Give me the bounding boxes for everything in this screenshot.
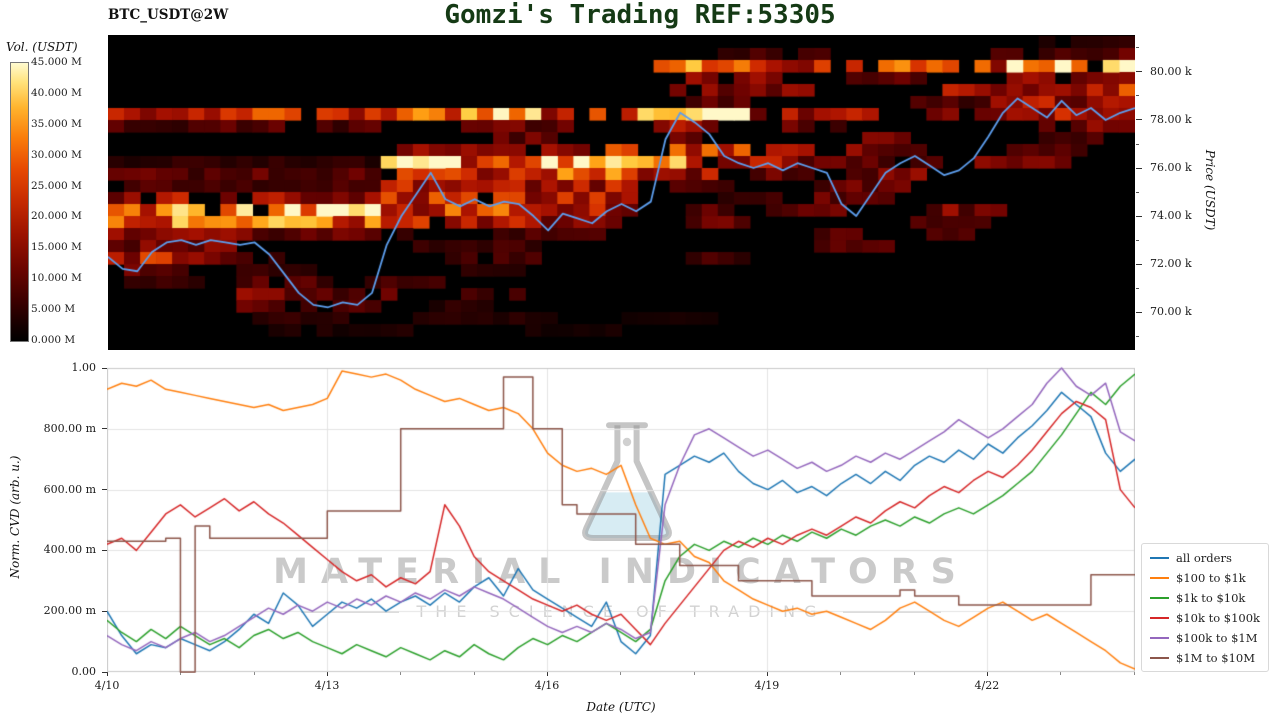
colorbar-tick-label: 30.000 M (31, 148, 82, 161)
legend-swatch (1150, 576, 1169, 579)
colorbar-tick-label: 45.000 M (31, 56, 82, 68)
legend-swatch (1150, 616, 1169, 619)
legend-swatch (1150, 596, 1169, 599)
price-tick-label: 76.00 k (1150, 161, 1192, 174)
cvd-ytick-label: 1.00 (71, 361, 97, 374)
volume-colorbar (10, 62, 29, 342)
colorbar-tick-label: 25.000 M (31, 179, 82, 192)
legend: all orders $100 to $1k $1k to $10k $10k to … (1141, 543, 1270, 672)
legend-label: $1k to $10k (1176, 590, 1246, 605)
cvd-xtick-minor-mark (400, 672, 402, 675)
price-minor-tick-mark (1136, 335, 1139, 337)
cvd-ytick-label: 600.00 m (43, 482, 96, 496)
price-minor-tick-mark (1136, 47, 1139, 49)
cvd-ytick-mark (102, 671, 107, 673)
price-tick-label: 70.00 k (1150, 305, 1192, 319)
legend-item: $1k to $10k (1150, 590, 1260, 605)
price-tick-mark (1136, 311, 1142, 313)
legend-item: $100k to $1M (1150, 630, 1260, 645)
price-tick-label: 78.00 k (1150, 112, 1192, 126)
cvd-xtick-mark (107, 672, 108, 676)
price-axis-title: Price (USDT) (1203, 149, 1217, 231)
price-tick-mark (1136, 119, 1142, 121)
legend-item: all orders (1150, 550, 1260, 565)
cvd-xtick-minor-mark (180, 672, 182, 675)
cvd-chart-canvas (107, 366, 1135, 673)
colorbar-tick-label: 5.000 M (31, 303, 76, 316)
price-minor-tick-mark (1136, 239, 1139, 241)
cvd-xtick-minor-mark (1133, 672, 1135, 675)
legend-swatch (1150, 636, 1169, 639)
colorbar-title: Vol. (USDT) (6, 40, 78, 54)
price-tick-mark (1136, 167, 1142, 169)
cvd-y-axis-title: Norm. CVD (arb. u.) (8, 455, 22, 579)
cvd-xtick-label: 4/13 (314, 679, 340, 692)
cvd-xtick-mark (546, 672, 548, 676)
cvd-xtick-minor-mark (620, 672, 622, 675)
legend-item: $10k to $100k (1150, 610, 1260, 625)
colorbar-tick-label: 35.000 M (31, 117, 82, 130)
cvd-ytick-mark (102, 549, 107, 551)
price-minor-tick-mark (1136, 287, 1139, 289)
cvd-ytick-mark (102, 428, 107, 430)
cvd-xtick-minor-mark (913, 672, 915, 675)
colorbar-tick-label: 40.000 M (31, 86, 82, 99)
legend-item: $100 to $1k (1150, 570, 1260, 585)
legend-label: $100 to $1k (1176, 570, 1246, 585)
cvd-ytick-mark (102, 489, 107, 491)
colorbar-tick-label: 10.000 M (31, 272, 82, 285)
price-minor-tick-mark (1136, 191, 1139, 193)
cvd-xtick-minor-mark (840, 672, 842, 675)
symbol-label: BTC_USDT@2W (108, 7, 229, 23)
cvd-xtick-label: 4/16 (534, 679, 560, 692)
cvd-ytick-label: 800.00 m (43, 421, 96, 435)
page-title: Gomzi's Trading REF:53305 (444, 0, 836, 30)
colorbar-tick-label: 0.000 M (31, 334, 76, 346)
price-minor-tick-mark (1136, 95, 1139, 97)
cvd-xtick-label: 4/22 (974, 679, 1000, 692)
cvd-xtick-minor-mark (1060, 672, 1062, 675)
cvd-xtick-label: 4/10 (94, 679, 120, 692)
price-tick-mark (1136, 71, 1142, 73)
cvd-x-axis-title: Date (UTC) (586, 700, 656, 714)
cvd-ytick-mark (102, 610, 107, 612)
cvd-xtick-mark (766, 672, 768, 676)
legend-swatch (1150, 656, 1169, 659)
price-tick-mark (1136, 263, 1142, 265)
cvd-ytick-label: 400.00 m (43, 543, 96, 557)
cvd-ytick-mark (102, 367, 107, 369)
price-minor-tick-mark (1136, 143, 1139, 145)
cvd-xtick-mark (326, 672, 328, 676)
volume-heatmap-canvas (108, 35, 1135, 350)
cvd-ytick-label: 200.00 m (43, 604, 96, 618)
price-tick-label: 80.00 k (1150, 64, 1192, 78)
cvd-xtick-mark (986, 672, 988, 676)
colorbar-tick-label: 15.000 M (31, 241, 82, 254)
legend-label: $10k to $100k (1176, 610, 1261, 625)
price-tick-label: 74.00 k (1150, 209, 1192, 223)
cvd-xtick-minor-mark (693, 672, 695, 675)
cvd-xtick-label: 4/19 (754, 679, 780, 692)
legend-label: all orders (1176, 550, 1232, 565)
legend-swatch (1150, 556, 1169, 559)
legend-item: $1M to $10M (1150, 650, 1260, 665)
cvd-ytick-label: 0.00 (71, 665, 97, 678)
price-tick-label: 72.00 k (1150, 257, 1192, 271)
legend-label: $1M to $10M (1176, 650, 1255, 665)
colorbar-tick-label: 20.000 M (31, 210, 82, 223)
price-tick-mark (1136, 215, 1142, 217)
cvd-xtick-minor-mark (473, 672, 475, 675)
legend-label: $100k to $1M (1176, 630, 1258, 645)
cvd-xtick-minor-mark (253, 672, 255, 675)
